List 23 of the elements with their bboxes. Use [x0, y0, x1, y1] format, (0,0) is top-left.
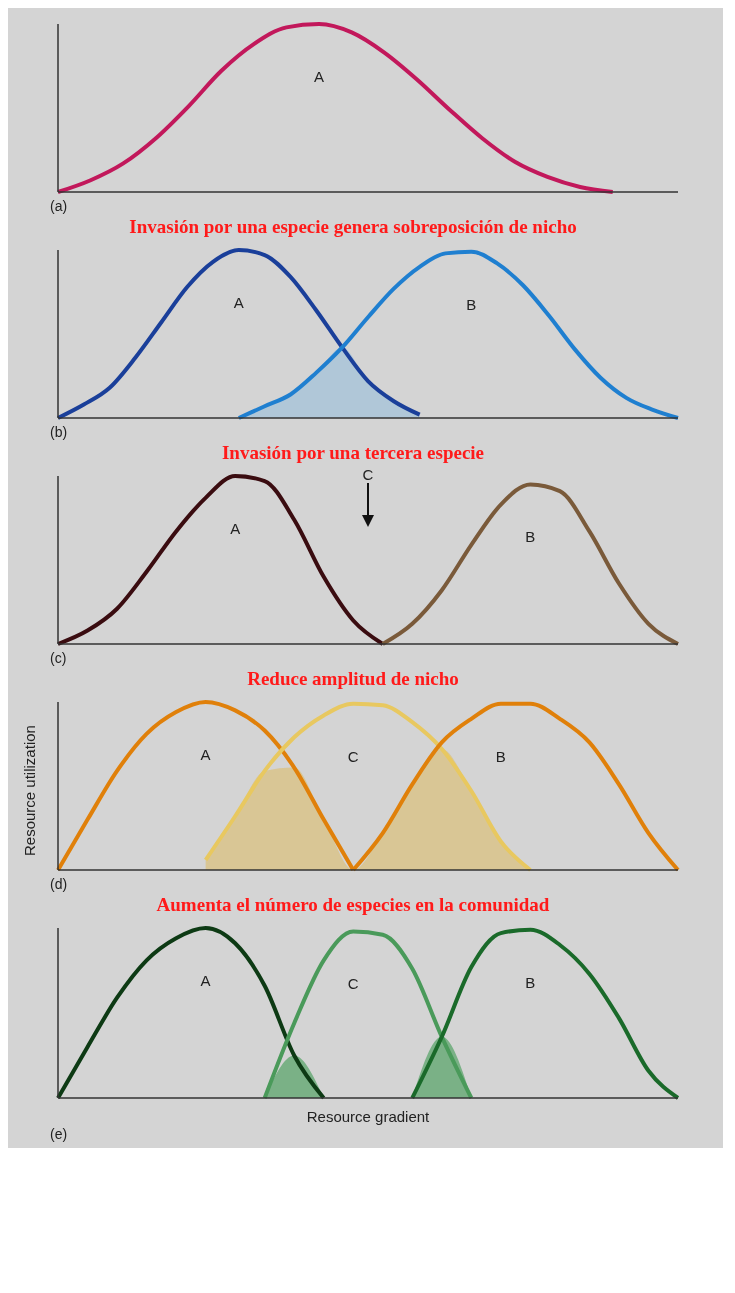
chart-title: Aumenta el número de especies en la comunidad: [155, 893, 551, 917]
text: A: [233, 294, 244, 311]
series-label: C: [347, 975, 359, 993]
text: A: [200, 972, 211, 989]
text: (a): [49, 198, 69, 214]
text: (b): [49, 424, 69, 440]
text: B: [466, 295, 477, 313]
annotation: C: [361, 466, 375, 483]
chart-title: Invasión por una tercera especie: [220, 441, 486, 465]
chart-title: Invasión por una especie genera sobreposición de nicho: [128, 215, 578, 239]
text: B: [525, 528, 536, 546]
text: A: [314, 68, 325, 85]
text: C: [347, 747, 359, 765]
y-axis-title: Resource utilization: [21, 725, 39, 856]
text: B: [525, 973, 536, 991]
x-axis-title: Resource gradient: [306, 1108, 431, 1125]
text: (c): [49, 650, 68, 666]
text: (e): [49, 1126, 69, 1142]
text: A: [230, 520, 241, 537]
chart-title: Reduce amplitud de nicho: [246, 667, 460, 691]
text: B: [495, 747, 506, 765]
text: A: [200, 746, 211, 763]
text: (d): [49, 876, 69, 892]
